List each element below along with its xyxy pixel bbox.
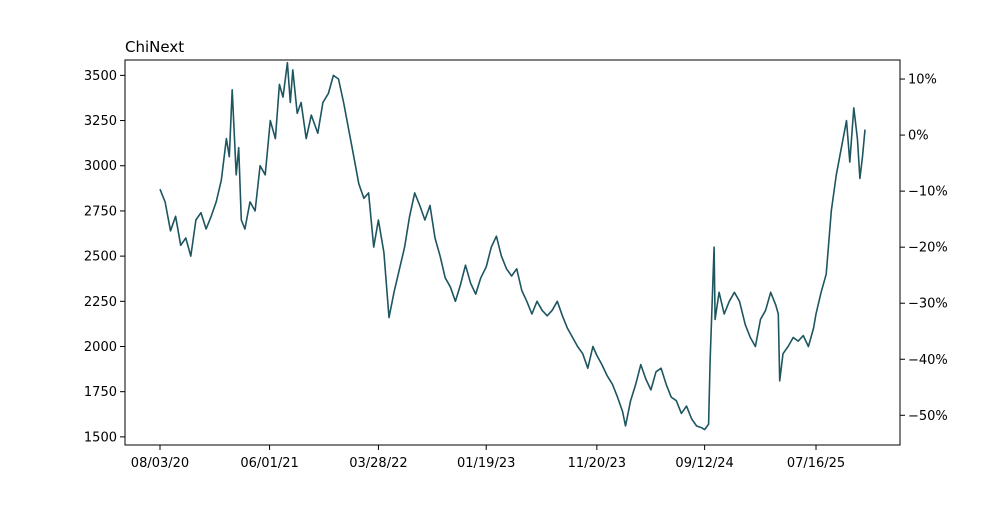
x-tick-label: 07/16/25 [787,456,845,471]
y-right-tick-label: 10% [908,73,937,88]
y-left-tick-label: 3250 [84,114,117,129]
y-left-tick-label: 2250 [84,295,117,310]
x-tick-label: 06/01/21 [240,456,298,471]
left-y-axis: 1500 1750 2000 2250 2500 2750 3000 3250 3500 [84,69,125,445]
y-right-tick-label: −50% [908,409,948,424]
y-right-tick-label: −10% [908,185,948,200]
y-right-tick-label: −40% [908,353,948,368]
x-tick-label: 11/20/23 [568,456,626,471]
y-right-tick-label: 0% [908,129,929,144]
x-tick-label: 08/03/20 [131,456,189,471]
y-right-tick-label: −30% [908,297,948,312]
plot-background [125,60,900,445]
x-tick-label: 09/12/24 [675,456,733,471]
y-left-tick-label: 2000 [84,340,117,355]
series-line [159,61,866,431]
x-tick-label: 03/28/22 [349,456,407,471]
y-left-tick-label: 3500 [84,69,117,84]
y-left-tick-label: 3000 [84,159,117,174]
y-left-tick-label: 2750 [84,204,117,219]
y-left-tick-label: 1750 [84,385,117,400]
y-left-tick-label: 1500 [84,430,117,445]
y-left-tick-label: 2500 [84,250,117,265]
chart-title: ChiNext [125,38,184,56]
x-axis: 08/03/20 06/01/21 03/28/22 01/19/23 11/20/23… [131,445,845,471]
y-right-tick-label: −20% [908,241,948,256]
right-y-axis: 10% 0% −10% −20% −30% −40% −50% [900,73,948,424]
plot-frame [124,59,901,446]
x-tick-label: 01/19/23 [457,456,515,471]
